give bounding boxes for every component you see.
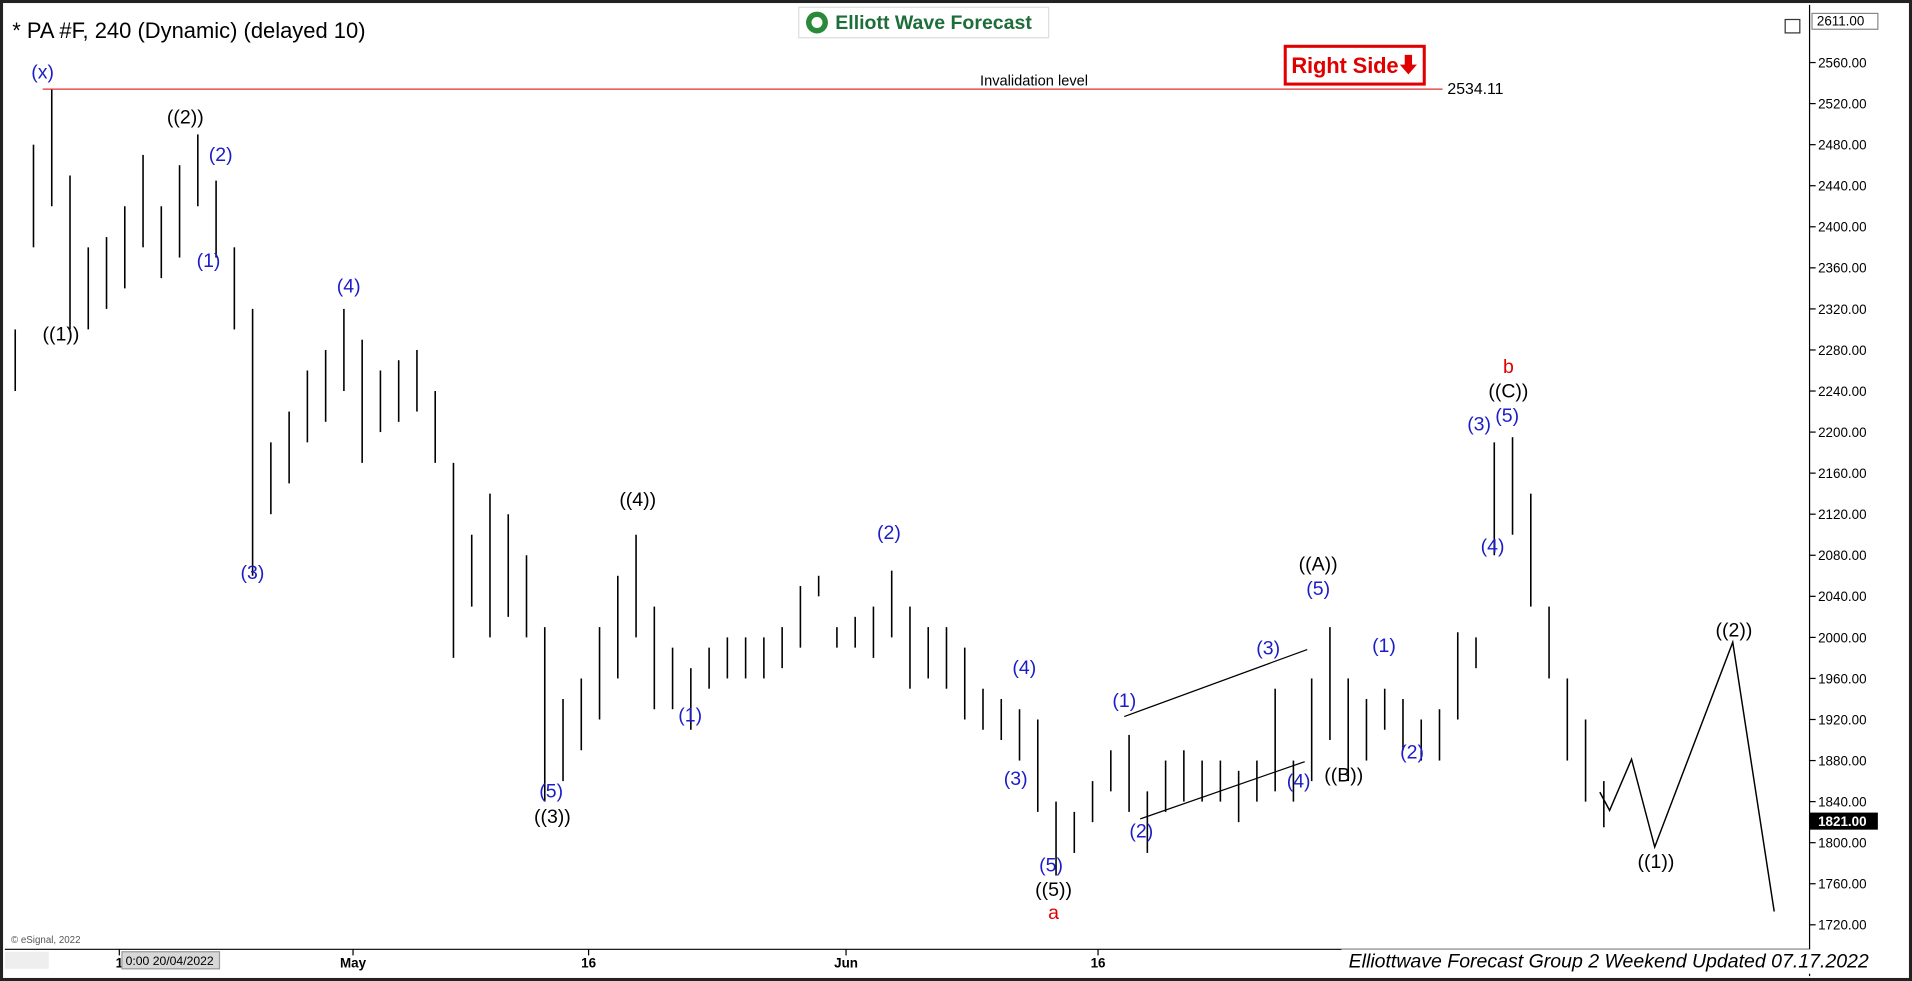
wave-label: a bbox=[1048, 902, 1059, 924]
wave-label: (5) bbox=[1495, 405, 1519, 427]
dyn-box bbox=[4, 951, 49, 969]
y-tick-label: 2120.00 bbox=[1818, 507, 1866, 522]
wave-label: (3) bbox=[1467, 413, 1491, 435]
y-tick-label: 2280.00 bbox=[1818, 343, 1866, 358]
wave-label: (3) bbox=[1004, 768, 1028, 790]
logo-icon bbox=[811, 17, 823, 29]
logo-text: Elliott Wave Forecast bbox=[835, 12, 1032, 34]
y-tick-label: 2560.00 bbox=[1818, 55, 1866, 70]
wave-label: (2) bbox=[877, 522, 901, 544]
wave-label: (4) bbox=[337, 276, 361, 298]
channel-line bbox=[1124, 648, 1308, 718]
y-tick-label: 2400.00 bbox=[1818, 220, 1866, 235]
top-label-box bbox=[1811, 12, 1879, 30]
copyright: © eSignal, 2022 bbox=[11, 935, 81, 946]
y-tick-label: 1840.00 bbox=[1818, 795, 1866, 810]
wave-label: (5) bbox=[1039, 855, 1063, 877]
y-tick-label: 2520.00 bbox=[1818, 96, 1866, 111]
badge-arrow bbox=[1399, 54, 1417, 75]
wave-label: ((3)) bbox=[534, 806, 571, 828]
y-tick-label: 1920.00 bbox=[1818, 712, 1866, 727]
wave-label: (1) bbox=[1112, 690, 1136, 712]
x-tick-label: 1 bbox=[116, 956, 124, 971]
wave-label: (4) bbox=[1012, 657, 1036, 679]
invalidation-price: 2534.11 bbox=[1447, 81, 1503, 98]
window-icon bbox=[1784, 18, 1801, 34]
channel-line bbox=[1139, 761, 1305, 820]
wave-label: (1) bbox=[197, 250, 221, 272]
wave-label: ((2)) bbox=[167, 106, 204, 128]
y-tick-label: 2320.00 bbox=[1818, 302, 1866, 317]
y-tick-label: 1880.00 bbox=[1818, 753, 1866, 768]
x-tick-label: 16 bbox=[1091, 956, 1106, 971]
logo: Elliott Wave Forecast bbox=[798, 6, 1050, 39]
wave-label: ((B)) bbox=[1324, 764, 1363, 786]
last-price-box bbox=[1809, 812, 1878, 830]
crosshair-box bbox=[121, 951, 221, 970]
projection-path bbox=[1599, 639, 1775, 912]
y-tick-label: 2200.00 bbox=[1818, 425, 1866, 440]
crosshair-label: 0:00 20/04/2022 bbox=[126, 954, 214, 968]
y-tick-label: 2000.00 bbox=[1818, 630, 1866, 645]
wave-label: ((2)) bbox=[1716, 619, 1753, 641]
y-tick-label: 2040.00 bbox=[1818, 589, 1866, 604]
y-tick-label: 2240.00 bbox=[1818, 384, 1866, 399]
footer-box bbox=[1341, 949, 1878, 974]
wave-label: ((1)) bbox=[43, 323, 80, 345]
invalidation-text: Invalidation level bbox=[980, 73, 1088, 89]
y-tick-label: 2360.00 bbox=[1818, 261, 1866, 276]
wave-label: (5) bbox=[1306, 578, 1330, 600]
chart-title: * PA #F, 240 (Dynamic) (delayed 10) bbox=[12, 18, 365, 43]
wave-label: b bbox=[1503, 356, 1514, 378]
wave-label: (2) bbox=[1129, 820, 1153, 842]
wave-label: (2) bbox=[1400, 741, 1424, 763]
wave-label: (x) bbox=[31, 61, 54, 83]
y-tick-label: 1960.00 bbox=[1818, 671, 1866, 686]
wave-label: ((C)) bbox=[1488, 381, 1528, 403]
wave-label: (2) bbox=[209, 144, 233, 166]
badge-text: Right Side bbox=[1291, 53, 1398, 78]
y-tick-label: 2080.00 bbox=[1818, 548, 1866, 563]
channel bbox=[1124, 648, 1308, 820]
wave-label: (3) bbox=[240, 562, 264, 584]
y-tick-label: 2480.00 bbox=[1818, 138, 1866, 153]
y-tick-label: 1800.00 bbox=[1818, 836, 1866, 851]
x-tick-label: Jun bbox=[834, 956, 858, 971]
wave-label: ((5)) bbox=[1035, 879, 1072, 901]
x-tick-label: 16 bbox=[581, 956, 596, 971]
wave-label: (4) bbox=[1287, 771, 1311, 793]
y-tick-label: 2440.00 bbox=[1818, 179, 1866, 194]
wave-label: ((1)) bbox=[1638, 851, 1675, 873]
logo-box bbox=[798, 6, 1050, 39]
badge: Right Side bbox=[1283, 44, 1426, 86]
last-price-label: 1821.00 bbox=[1818, 814, 1866, 829]
wave-label: ((A)) bbox=[1299, 554, 1338, 576]
wave-label: (5) bbox=[539, 780, 563, 802]
footer: Elliottwave Forecast Group 2 Weekend Upd… bbox=[1349, 951, 1869, 973]
x-tick-label: May bbox=[340, 956, 367, 971]
wave-label: (1) bbox=[678, 705, 702, 727]
wave-label: (3) bbox=[1256, 638, 1280, 660]
top-label: 2611.00 bbox=[1817, 14, 1864, 29]
wave-label: ((4)) bbox=[619, 489, 656, 511]
wave-label: (4) bbox=[1481, 535, 1505, 557]
y-tick-label: 2160.00 bbox=[1818, 466, 1866, 481]
y-tick-label: 1720.00 bbox=[1818, 918, 1866, 933]
y-tick-label: 1760.00 bbox=[1818, 877, 1866, 892]
wave-label: (1) bbox=[1372, 635, 1396, 657]
